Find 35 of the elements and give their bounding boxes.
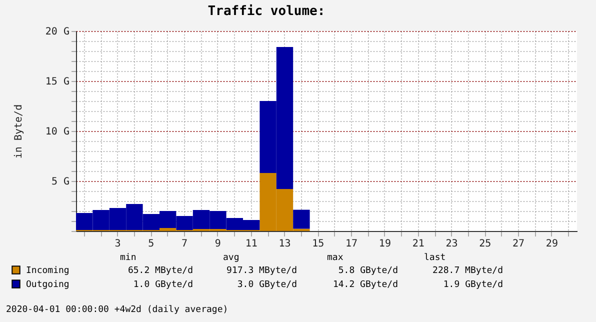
text: 2020-04-01 00:00:00 +4w2d (daily average): [6, 305, 228, 315]
x-tick-label: 29: [546, 238, 558, 250]
text: 14.2 GByte/d: [332, 280, 398, 290]
x-tick-label: 19: [378, 238, 391, 250]
y-tick-label: 10 G: [45, 126, 70, 138]
chart-title: Traffic volume:: [208, 4, 326, 19]
text: 1.0 GByte/d: [133, 280, 193, 290]
y-tick-label: 20 G: [45, 26, 70, 38]
text: 228.7 MByte/d: [432, 266, 503, 276]
y-tick-label: 15 G: [45, 76, 70, 88]
text: 1.9 GByte/d: [443, 280, 503, 290]
x-tick-label: 5: [148, 238, 154, 250]
x-tick-label: 3: [114, 238, 121, 250]
text: 3.0 GByte/d: [237, 280, 297, 290]
y-tick-label: 5 G: [51, 176, 70, 188]
x-tick-label: 23: [446, 238, 458, 250]
text: avg: [223, 253, 240, 263]
text: min: [120, 253, 136, 263]
x-tick-label: 27: [512, 238, 525, 250]
x-tick-label: 11: [245, 238, 258, 250]
text: 65.2 MByte/d: [128, 266, 193, 276]
text: 917.3 MByte/d: [226, 266, 297, 276]
legend-label: Outgoing: [26, 280, 70, 290]
x-tick-label: 9: [214, 238, 221, 250]
legend-label: Incoming: [26, 266, 70, 276]
x-tick-label: 21: [412, 238, 424, 250]
y-axis-title: in Byte/d: [13, 104, 24, 159]
x-tick-label: 7: [182, 238, 188, 250]
x-tick-label: 13: [278, 238, 291, 250]
x-tick-label: 17: [346, 238, 358, 250]
x-tick-label: 25: [479, 238, 492, 250]
x-tick-label: 15: [312, 238, 324, 250]
text: 5.8 GByte/d: [338, 266, 398, 276]
text: max: [327, 253, 344, 263]
text: last: [424, 253, 446, 263]
